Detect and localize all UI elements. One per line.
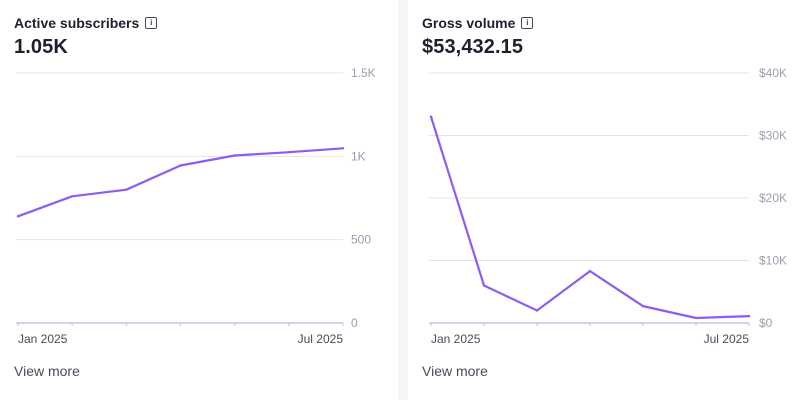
gross-volume-chart: $0 $10K $20K $30K $40K Jan 2025 Jul 2025 <box>429 66 787 346</box>
x-tick-label: Jan 2025 <box>18 332 68 346</box>
gross-volume-value: $53,432.15 <box>422 36 524 58</box>
y-tick-label: $40K <box>759 66 787 80</box>
info-icon[interactable]: i <box>521 17 534 29</box>
x-tick-label: Jul 2025 <box>704 332 750 346</box>
series-line <box>16 147 345 218</box>
active-subscribers-value: 1.05K <box>14 36 68 58</box>
data-point <box>16 215 20 218</box>
info-icon[interactable]: i <box>145 17 158 29</box>
y-tick-label: 1.5K <box>351 66 376 80</box>
view-more-link[interactable]: View more <box>14 363 80 379</box>
y-tick-label: $20K <box>759 191 787 205</box>
data-point <box>535 309 539 312</box>
gross-volume-card: Gross volume i $53,432.15 $0 $10K $20K $30K… <box>408 0 809 400</box>
data-point <box>287 150 291 154</box>
data-point <box>179 164 182 167</box>
active-subscribers-chart: 0 500 1K 1.5K Jan 2025 Jul 2025 <box>16 66 376 346</box>
x-tick-label: Jul 2025 <box>298 332 344 346</box>
y-tick-label: $10K <box>759 254 787 268</box>
active-subscribers-card: Active subscribers i 1.05K 0 500 1K 1.5K Jan… <box>0 0 398 400</box>
data-point <box>694 316 698 320</box>
x-tick-label: Jan 2025 <box>431 332 481 346</box>
data-point <box>70 195 74 198</box>
y-tick-label: $30K <box>759 129 787 143</box>
y-tick-label: 1K <box>351 149 366 163</box>
data-point <box>641 304 645 308</box>
y-tick-label: $0 <box>759 316 773 330</box>
data-point <box>482 284 486 287</box>
data-point <box>341 147 345 150</box>
gross-volume-title: Gross volume <box>422 15 516 31</box>
series-line <box>429 115 751 320</box>
active-subscribers-title-row: Active subscribers i <box>14 15 158 31</box>
data-point <box>233 154 236 157</box>
active-subscribers-title: Active subscribers <box>14 15 140 31</box>
data-point <box>125 188 128 191</box>
data-point <box>429 115 433 118</box>
y-tick-label: 500 <box>351 233 371 247</box>
y-tick-label: 0 <box>351 316 358 330</box>
data-point <box>747 314 751 318</box>
view-more-link[interactable]: View more <box>422 363 488 379</box>
gross-volume-title-row: Gross volume i <box>422 15 534 31</box>
data-point <box>588 269 592 273</box>
